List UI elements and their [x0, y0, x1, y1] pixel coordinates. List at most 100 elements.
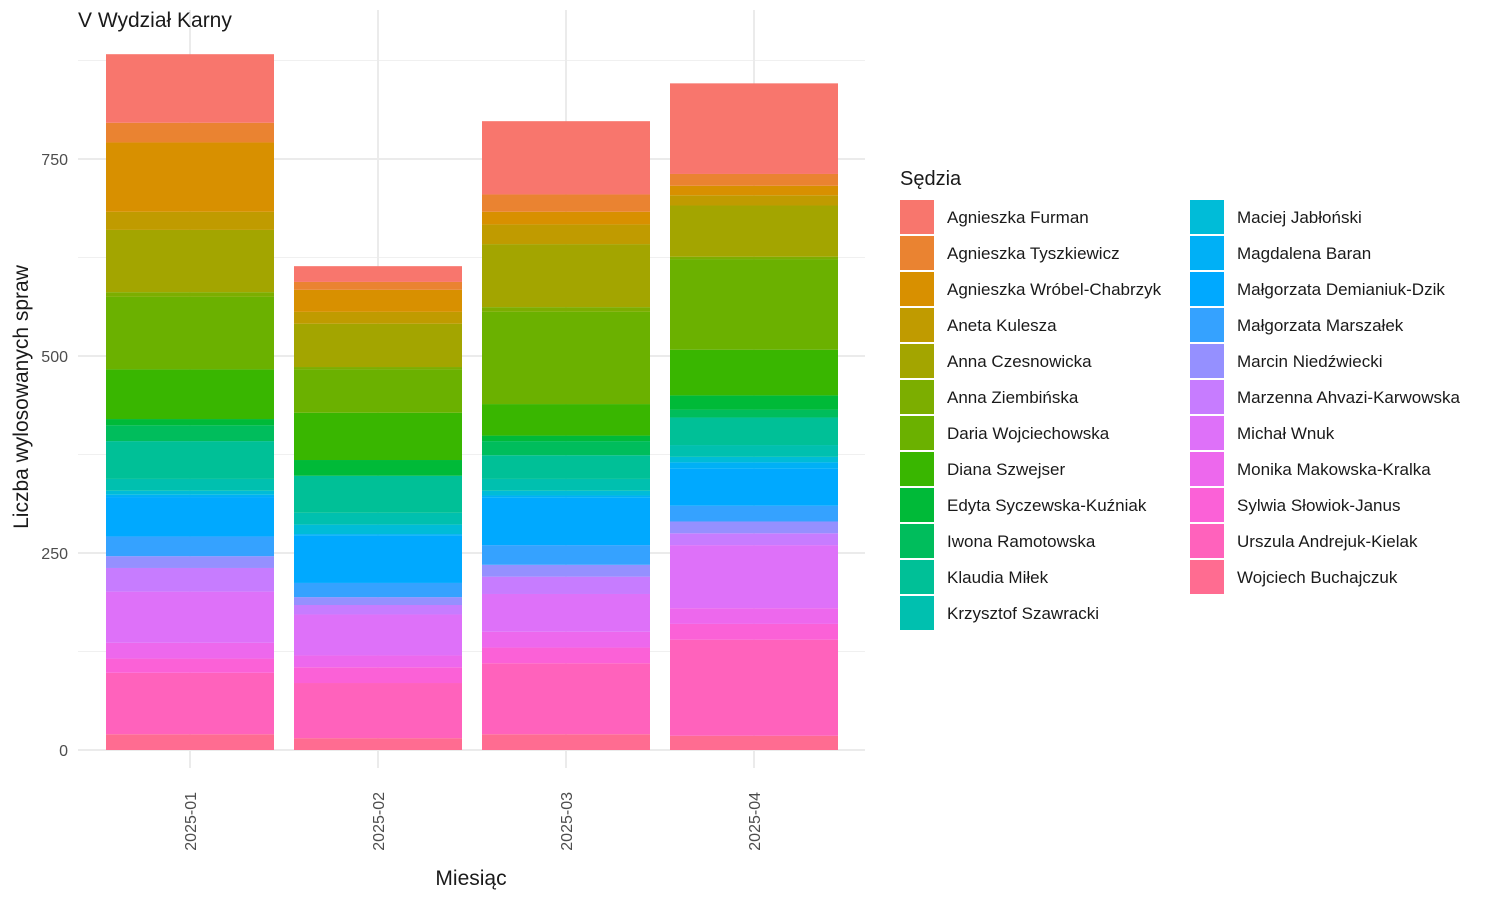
legend-label: Sylwia Słowiok-Janus [1237, 496, 1400, 515]
bar-segment [294, 683, 462, 739]
legend-key [900, 488, 934, 522]
bar-segment [294, 524, 462, 535]
legend-key [1190, 416, 1224, 450]
bar-segment [106, 229, 274, 293]
x-tick-label: 2025-02 [371, 792, 388, 851]
bar-segment [670, 185, 838, 196]
bar-segment [670, 205, 838, 257]
x-tick-label: 2025-03 [559, 792, 576, 851]
legend-key [900, 380, 934, 414]
legend-label: Anna Ziembińska [947, 388, 1079, 407]
legend-label: Małgorzata Demianiuk-Dzik [1237, 280, 1445, 299]
bar-segment [670, 259, 838, 350]
bar-segment [670, 639, 838, 736]
bar-segment [670, 349, 838, 396]
bar-segment [294, 323, 462, 368]
bar-segment [294, 655, 462, 668]
legend-key [1190, 488, 1224, 522]
bar-segment [106, 425, 274, 442]
bar-segment [106, 441, 274, 479]
bar-segment [294, 281, 462, 290]
bar-segment [294, 412, 462, 461]
bar-segment [106, 734, 274, 750]
bar-segment [294, 369, 462, 413]
bar-segment [294, 475, 462, 513]
legend-key [1190, 344, 1224, 378]
bar-segment [294, 605, 462, 615]
bar-segment [106, 296, 274, 370]
legend-key [900, 272, 934, 306]
bar-segment [106, 54, 274, 123]
bar-segment [482, 663, 650, 735]
legend-label: Daria Wojciechowska [947, 424, 1110, 443]
bar-segment [482, 455, 650, 479]
legend-key [900, 524, 934, 558]
legend-label: Iwona Ramotowska [947, 532, 1096, 551]
bar-segment [106, 556, 274, 568]
bar-segment [482, 404, 650, 436]
legend-label: Klaudia Miłek [947, 568, 1049, 587]
legend-key [1190, 272, 1224, 306]
bar-segment [294, 614, 462, 656]
bar-segment [670, 545, 838, 609]
bar-segment [106, 292, 274, 297]
legend-key [900, 596, 934, 630]
x-axis-title: Miesiąc [435, 867, 506, 890]
bar-segment [482, 631, 650, 648]
bar-segment [294, 311, 462, 324]
legend-label: Michał Wnuk [1237, 424, 1335, 443]
bar-segment [106, 591, 274, 643]
bar-segment [482, 224, 650, 245]
bar-segment [482, 307, 650, 312]
bar-segment [670, 521, 838, 534]
legend-label: Agnieszka Wróbel-Chabrzyk [947, 280, 1162, 299]
bar-segment [670, 417, 838, 446]
legend-label: Małgorzata Marszałek [1237, 316, 1404, 335]
bar-segment [294, 738, 462, 750]
bar-segment [482, 121, 650, 195]
bar-segment [482, 593, 650, 632]
bar-segment [670, 256, 838, 260]
bar-segment [670, 533, 838, 546]
legend-label: Urszula Andrejuk-Kielak [1237, 532, 1418, 551]
bar-segment [482, 490, 650, 496]
legend-key [1190, 200, 1224, 234]
chart-title: V Wydział Karny [78, 9, 232, 32]
legend-key [1190, 380, 1224, 414]
x-tick-label: 2025-04 [747, 792, 764, 851]
y-tick-label: 0 [59, 743, 68, 760]
bar-segment [482, 495, 650, 498]
bar-segment [482, 244, 650, 308]
bar-segment [294, 266, 462, 282]
legend-key [900, 236, 934, 270]
bar-segment [670, 395, 838, 410]
legend-label: Aneta Kulesza [947, 316, 1057, 335]
bar-segment [670, 735, 838, 750]
legend-label: Diana Szwejser [947, 460, 1065, 479]
y-tick-label: 250 [41, 546, 68, 563]
legend-key [900, 344, 934, 378]
legend-label: Monika Makowska-Kralka [1237, 460, 1431, 479]
bar-stacks [106, 54, 838, 750]
bar-segment [670, 623, 838, 640]
bar-segment [482, 194, 650, 212]
legend-key [900, 308, 934, 342]
bar-segment [482, 478, 650, 491]
legend-key [900, 200, 934, 234]
bar-segment [482, 441, 650, 456]
bar-segment [482, 497, 650, 546]
bar-segment [670, 409, 838, 418]
bar-segment [670, 445, 838, 457]
bar-segment [670, 173, 838, 186]
legend-label: Agnieszka Furman [947, 208, 1089, 227]
bar-segment [106, 490, 274, 495]
y-tick-label: 750 [41, 152, 68, 169]
bar-segment [482, 545, 650, 565]
bar-segment [106, 419, 274, 426]
legend-key [1190, 560, 1224, 594]
legend-label: Wojciech Buchajczuk [1237, 568, 1398, 587]
bar-segment [106, 122, 274, 143]
bar-segment [294, 289, 462, 312]
bar-segment [482, 576, 650, 594]
